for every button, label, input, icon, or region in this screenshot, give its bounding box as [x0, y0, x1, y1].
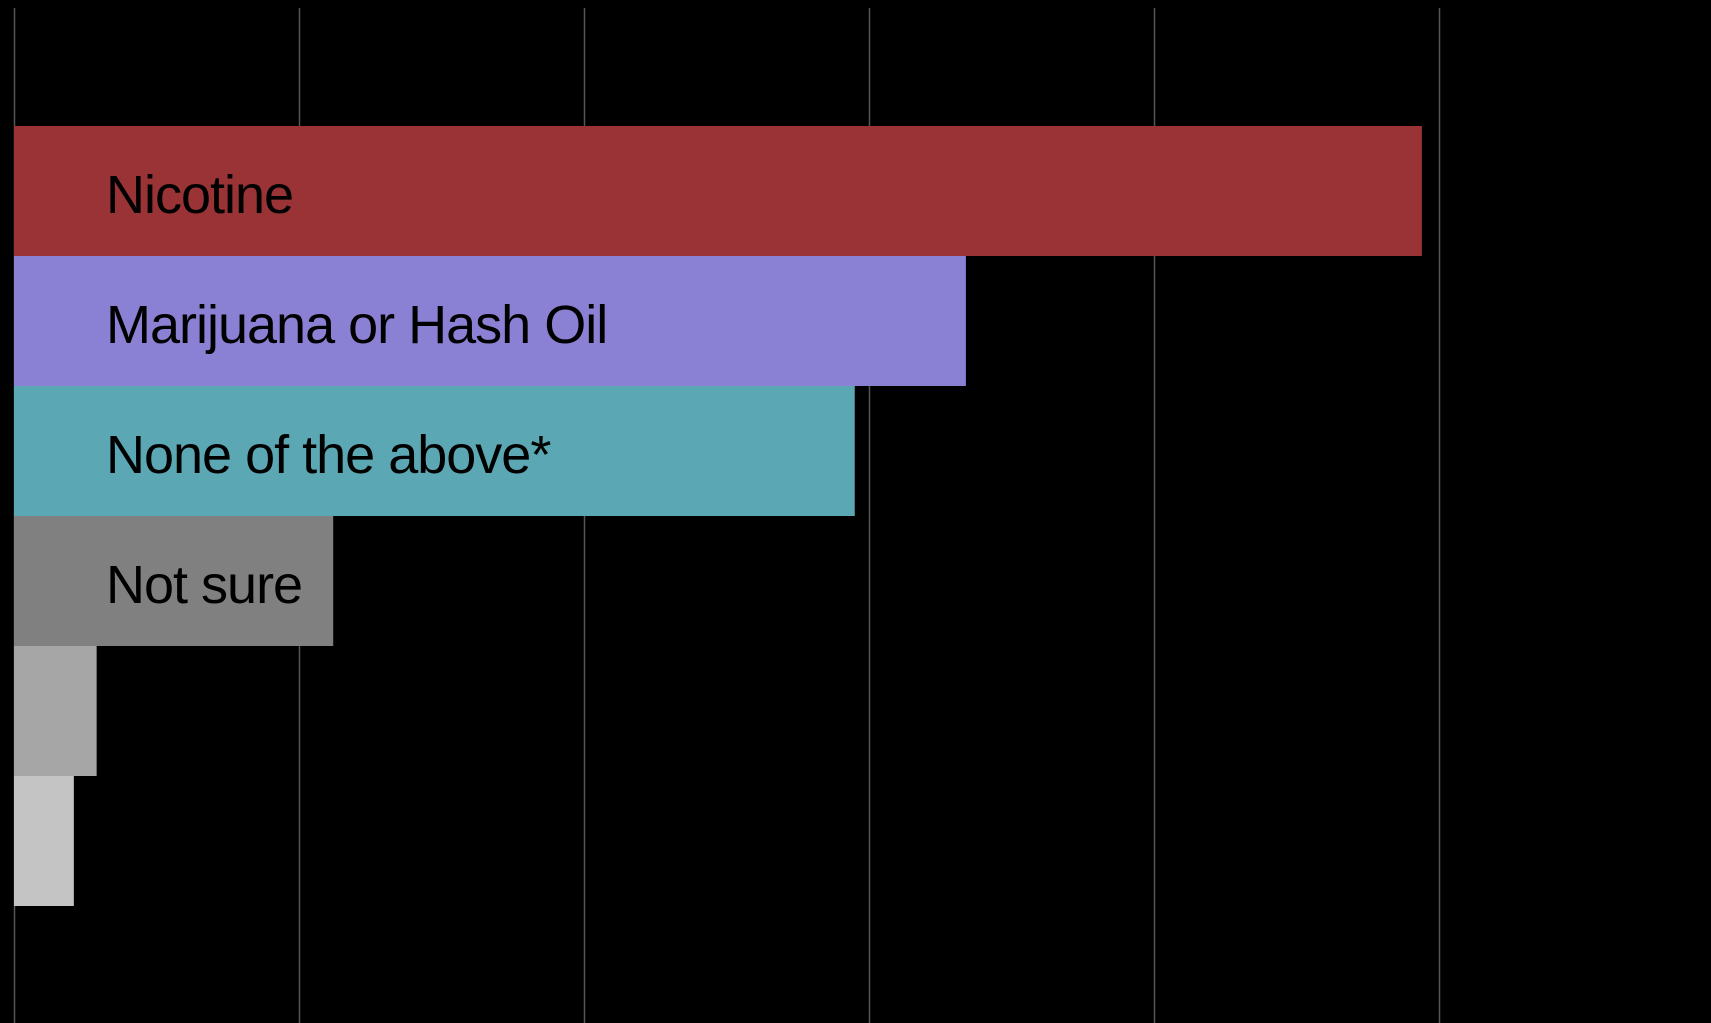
bar-2 — [14, 386, 855, 516]
bar-label-0: Nicotine — [106, 165, 293, 225]
bar-label-1: Marijuana or Hash Oil — [106, 295, 607, 355]
bar-label-3: Not sure — [106, 555, 302, 615]
bar-4 — [14, 646, 97, 776]
bar-labels: Nicotine Marijuana or Hash Oil None of the… — [106, 165, 608, 615]
bars — [14, 126, 1422, 906]
bar-0 — [14, 126, 1422, 256]
bar-1 — [14, 256, 966, 386]
bar-label-2: None of the above* — [106, 425, 551, 485]
bar-3 — [14, 516, 334, 646]
bar-5 — [14, 776, 74, 906]
